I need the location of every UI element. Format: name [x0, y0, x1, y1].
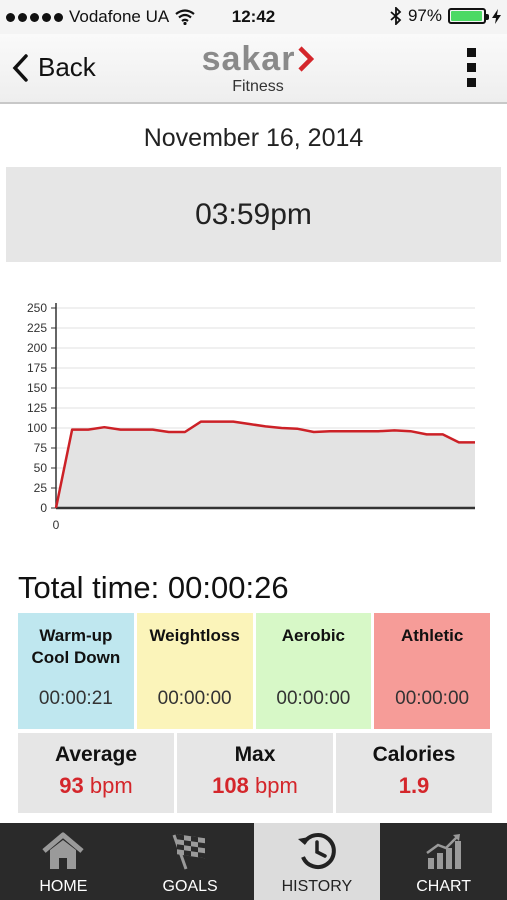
- area-fill: [56, 421, 475, 508]
- history-icon: [297, 833, 336, 869]
- zone-athletic: Athletic 00:00:00: [374, 613, 490, 729]
- logo-text: sakar: [201, 40, 296, 78]
- y-tick-label: 25: [34, 481, 48, 495]
- tab-bar: HOME GOALS HISTORY: [0, 823, 507, 900]
- stat-label: Max: [234, 743, 276, 766]
- y-tick-label: 250: [27, 301, 47, 315]
- stat-calories: Calories 1.9: [336, 733, 492, 813]
- zone-aerobic: Aerobic 00:00:00: [255, 613, 372, 729]
- status-left: Vodafone UA: [6, 7, 195, 27]
- max-unit: bpm: [255, 773, 298, 798]
- stat-value: 108 bpm: [177, 773, 333, 799]
- zone-name: Aerobic: [281, 626, 346, 645]
- chevron-left-icon: [12, 53, 28, 82]
- stat-label: Calories: [372, 743, 456, 766]
- y-tick-label: 100: [27, 421, 47, 435]
- status-time: 12:42: [231, 7, 276, 26]
- logo-subtitle: Fitness: [232, 78, 284, 95]
- y-tick-label: 225: [27, 321, 47, 335]
- tab-history[interactable]: HISTORY: [253, 823, 381, 900]
- tab-label: HISTORY: [281, 878, 353, 895]
- zone-time: 00:00:21: [38, 688, 113, 709]
- chart-icon: [425, 834, 461, 869]
- nav-bar: Back sakar Fitness: [0, 34, 507, 104]
- status-right: 97%: [390, 6, 501, 26]
- tab-label: HOME: [39, 878, 88, 895]
- total-time-value: 00:00:26: [167, 570, 289, 605]
- y-tick-label: 0: [40, 501, 47, 515]
- status-bar: Vodafone UA 12:42 97%: [0, 0, 507, 34]
- logo-wordmark: sakar: [178, 42, 338, 76]
- average-number: 93: [59, 773, 84, 798]
- y-tick-label: 125: [27, 401, 47, 415]
- home-icon: [42, 832, 84, 869]
- logo-chevron-icon: [298, 46, 315, 72]
- total-time-label: Total time:: [18, 570, 160, 605]
- heart-rate-chart: 0 25 50 75 100 125 150 175 200 225 250 0: [27, 301, 475, 532]
- stat-value: 1.9: [336, 773, 492, 799]
- stats-row: Average 93 bpm Max 108 bpm Calories 1.9: [18, 733, 492, 813]
- session-time: 03:59pm: [195, 198, 312, 231]
- zone-name: Weightloss: [149, 626, 240, 645]
- sakar-logo: sakar Fitness: [178, 42, 338, 98]
- tab-goals[interactable]: GOALS: [127, 823, 254, 900]
- checkered-flag-icon: [172, 834, 206, 870]
- y-tick-label: 150: [27, 381, 47, 395]
- zones-row: Warm-up Cool Down 00:00:21 Weightloss 00…: [18, 613, 490, 729]
- stat-average: Average 93 bpm: [18, 733, 174, 813]
- tab-label: GOALS: [162, 878, 218, 895]
- battery-icon: [448, 8, 489, 24]
- zone-time: 00:00:00: [157, 688, 232, 709]
- stat-value: 93 bpm: [18, 773, 174, 799]
- zone-time: 00:00:00: [395, 688, 470, 709]
- signal-icon: [6, 12, 63, 22]
- battery-percent: 97%: [407, 6, 442, 25]
- x-tick-label: 0: [53, 518, 60, 532]
- tab-label: CHART: [416, 878, 472, 895]
- zone-time: 00:00:00: [276, 688, 351, 709]
- wifi-icon: [175, 9, 195, 25]
- total-time: Total time: 00:00:26: [18, 570, 289, 606]
- zone-name: Athletic: [400, 626, 464, 645]
- calories-number: 1.9: [398, 773, 430, 798]
- more-options-button[interactable]: [467, 48, 477, 87]
- y-tick-label: 50: [34, 461, 48, 475]
- heart-rate-line: [54, 420, 475, 509]
- average-unit: bpm: [89, 773, 133, 798]
- back-label: Back: [38, 52, 96, 82]
- back-button[interactable]: Back: [12, 52, 96, 83]
- stat-max: Max 108 bpm: [177, 733, 333, 813]
- session-time-box: 03:59pm: [6, 167, 501, 262]
- carrier-name: Vodafone UA: [69, 7, 170, 26]
- session-date: November 16, 2014: [143, 124, 364, 152]
- zone-name: Warm-up Cool Down: [31, 626, 121, 667]
- y-tick-label: 175: [27, 361, 47, 375]
- max-number: 108: [212, 773, 249, 798]
- y-tick-label: 75: [34, 441, 48, 455]
- battery-fill: [451, 11, 483, 21]
- zone-warmup: Warm-up Cool Down 00:00:21: [18, 613, 134, 729]
- charging-icon: [492, 8, 501, 24]
- tab-chart[interactable]: CHART: [380, 823, 507, 900]
- y-tick-label: 200: [27, 341, 47, 355]
- bluetooth-icon: [390, 7, 402, 25]
- stat-label: Average: [54, 743, 138, 766]
- zone-weightloss: Weightloss 00:00:00: [136, 613, 253, 729]
- tab-home[interactable]: HOME: [0, 823, 127, 900]
